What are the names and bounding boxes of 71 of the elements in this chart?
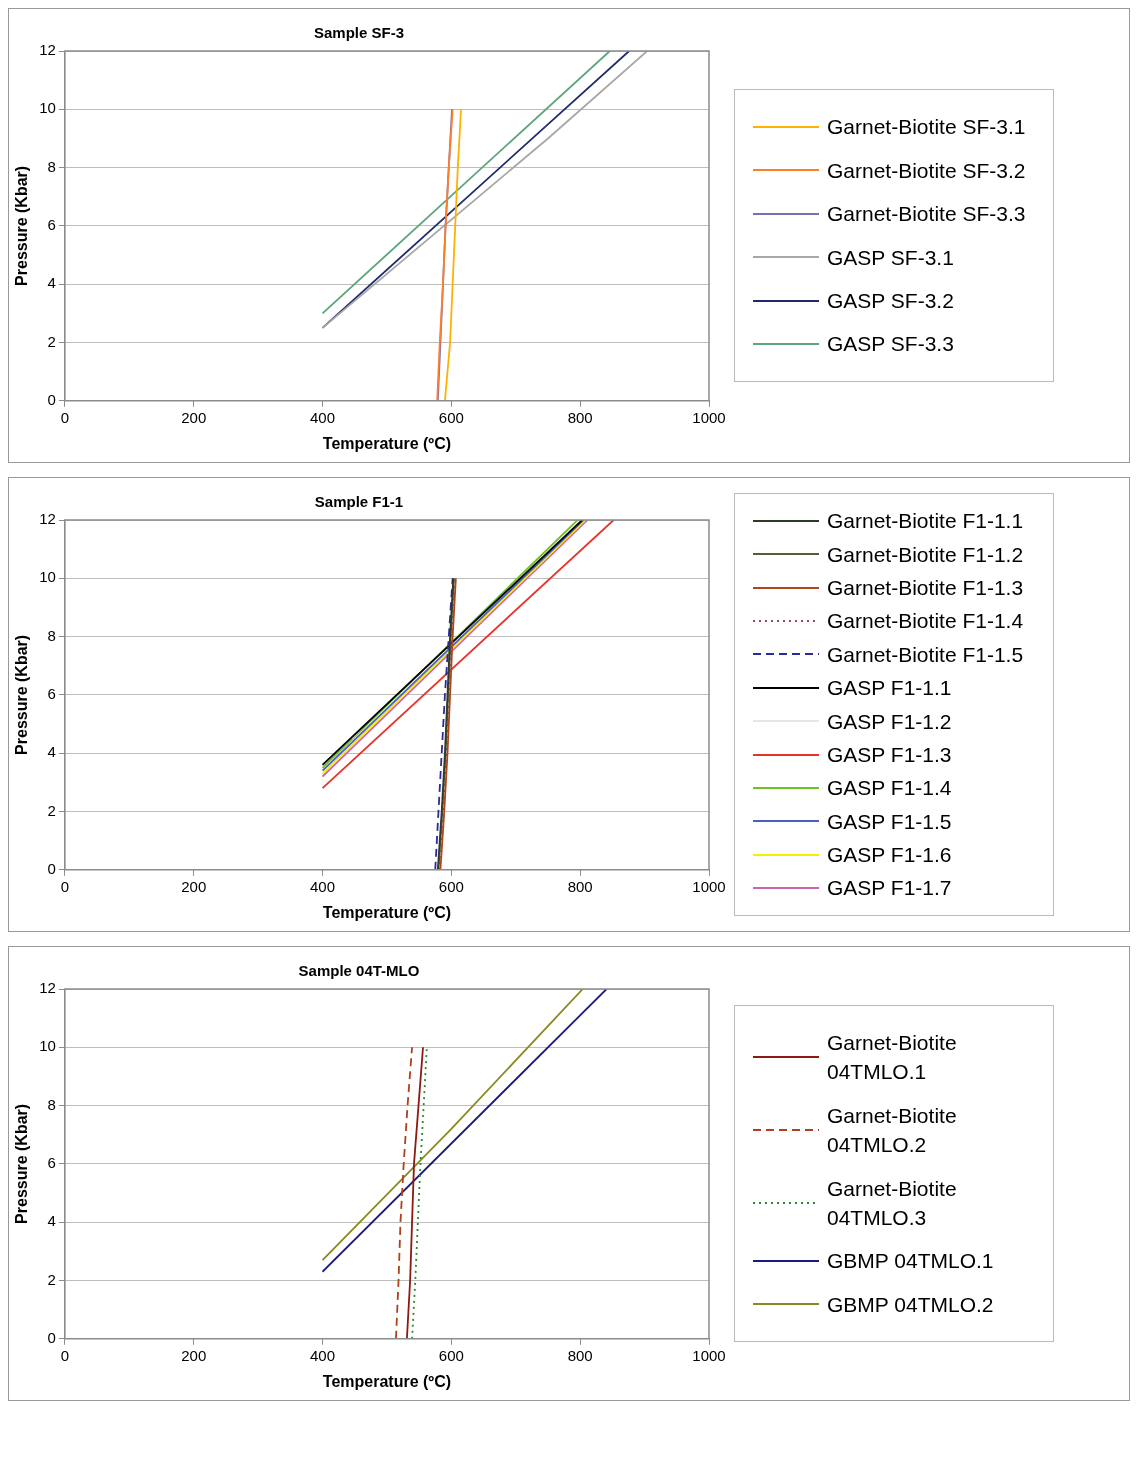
legend-label: Garnet-Biotite F1-1.3: [827, 574, 1024, 601]
chart-title: Sample SF-3: [313, 24, 405, 42]
y-tick-label: 12: [39, 979, 56, 997]
y-tick-label: 0: [47, 390, 56, 408]
x-tick-label: 800: [567, 877, 593, 895]
x-tick-label: 1000: [692, 877, 726, 895]
legend-label: Garnet-Biotite SF-3.2: [827, 157, 1026, 184]
y-tick-label: 2: [47, 801, 56, 819]
legend-label: GASP SF-3.2: [827, 287, 954, 314]
legend-label: Garnet-Biotite F1-1.2: [827, 541, 1024, 568]
x-tick-label: 0: [60, 408, 70, 426]
y-tick-label: 12: [39, 41, 56, 59]
x-tick-label: 600: [438, 877, 464, 895]
x-tick-label: 200: [181, 408, 207, 426]
legend-label: GBMP 04TMLO.1: [827, 1248, 994, 1275]
x-tick-label: 400: [310, 408, 336, 426]
y-tick-label: 8: [47, 626, 56, 644]
x-axis-title: Temperature (ºC): [322, 434, 452, 452]
chart-title: Sample F1-1: [314, 493, 404, 511]
y-tick-label: 4: [47, 743, 56, 761]
legend-label: GASP F1-1.3: [827, 741, 952, 768]
y-tick-label: 10: [39, 99, 56, 117]
y-tick-label: 0: [47, 1328, 56, 1346]
y-tick-label: 6: [47, 1154, 56, 1172]
x-tick-label: 600: [438, 408, 464, 426]
x-tick-label: 600: [438, 1346, 464, 1364]
legend-label: Garnet-Biotite 04TMLO.2: [827, 1102, 958, 1159]
y-tick-label: 2: [47, 1270, 56, 1288]
x-tick-label: 0: [60, 877, 70, 895]
x-tick-label: 800: [567, 1346, 593, 1364]
y-tick-label: 6: [47, 216, 56, 234]
x-tick-label: 1000: [692, 1346, 726, 1364]
x-tick-label: 200: [181, 1346, 207, 1364]
y-tick-label: 4: [47, 1212, 56, 1230]
y-axis-title: Pressure (Kbar): [13, 1103, 31, 1224]
legend-label: GBMP 04TMLO.2: [827, 1291, 994, 1318]
legend-label: Garnet-Biotite 04TMLO.3: [827, 1175, 958, 1231]
y-tick-label: 10: [39, 1037, 56, 1055]
chart-title: Sample 04T-MLO: [298, 962, 420, 980]
x-axis-title: Temperature (ºC): [322, 1372, 452, 1390]
y-tick-label: 8: [47, 157, 56, 175]
y-tick-label: 4: [47, 274, 56, 292]
legend-label: Garnet-Biotite SF-3.1: [827, 114, 1026, 141]
legend-label: GASP SF-3.1: [827, 244, 954, 271]
legend-label: GASP F1-1.2: [827, 708, 952, 735]
x-tick-label: 800: [567, 408, 593, 426]
y-axis-title: Pressure (Kbar): [13, 634, 31, 755]
x-tick-label: 400: [310, 877, 336, 895]
legend-label: GASP F1-1.6: [827, 842, 952, 869]
x-tick-label: 1000: [692, 408, 726, 426]
y-tick-label: 6: [47, 685, 56, 703]
legend-label: Garnet-Biotite SF-3.3: [827, 201, 1026, 228]
legend-label: GASP F1-1.1: [827, 675, 952, 702]
y-tick-label: 0: [47, 859, 56, 877]
legend-label: GASP F1-1.5: [827, 808, 952, 835]
y-tick-label: 2: [47, 332, 56, 350]
x-tick-label: 400: [310, 1346, 336, 1364]
legend-label: Garnet-Biotite 04TMLO.1: [827, 1029, 958, 1086]
y-tick-label: 12: [39, 510, 56, 528]
legend-label: Garnet-Biotite F1-1.4: [827, 608, 1024, 635]
legend-label: GASP F1-1.7: [827, 875, 952, 902]
y-tick-label: 10: [39, 568, 56, 586]
legend-label: GASP F1-1.4: [827, 775, 952, 802]
legend-label: Garnet-Biotite F1-1.1: [827, 508, 1024, 535]
y-axis-title: Pressure (Kbar): [13, 165, 31, 286]
x-axis-title: Temperature (ºC): [322, 903, 452, 921]
y-tick-label: 8: [47, 1095, 56, 1113]
legend-label: Garnet-Biotite F1-1.5: [827, 641, 1024, 668]
legend-label: GASP SF-3.3: [827, 331, 954, 358]
x-tick-label: 200: [181, 877, 207, 895]
x-tick-label: 0: [60, 1346, 70, 1364]
